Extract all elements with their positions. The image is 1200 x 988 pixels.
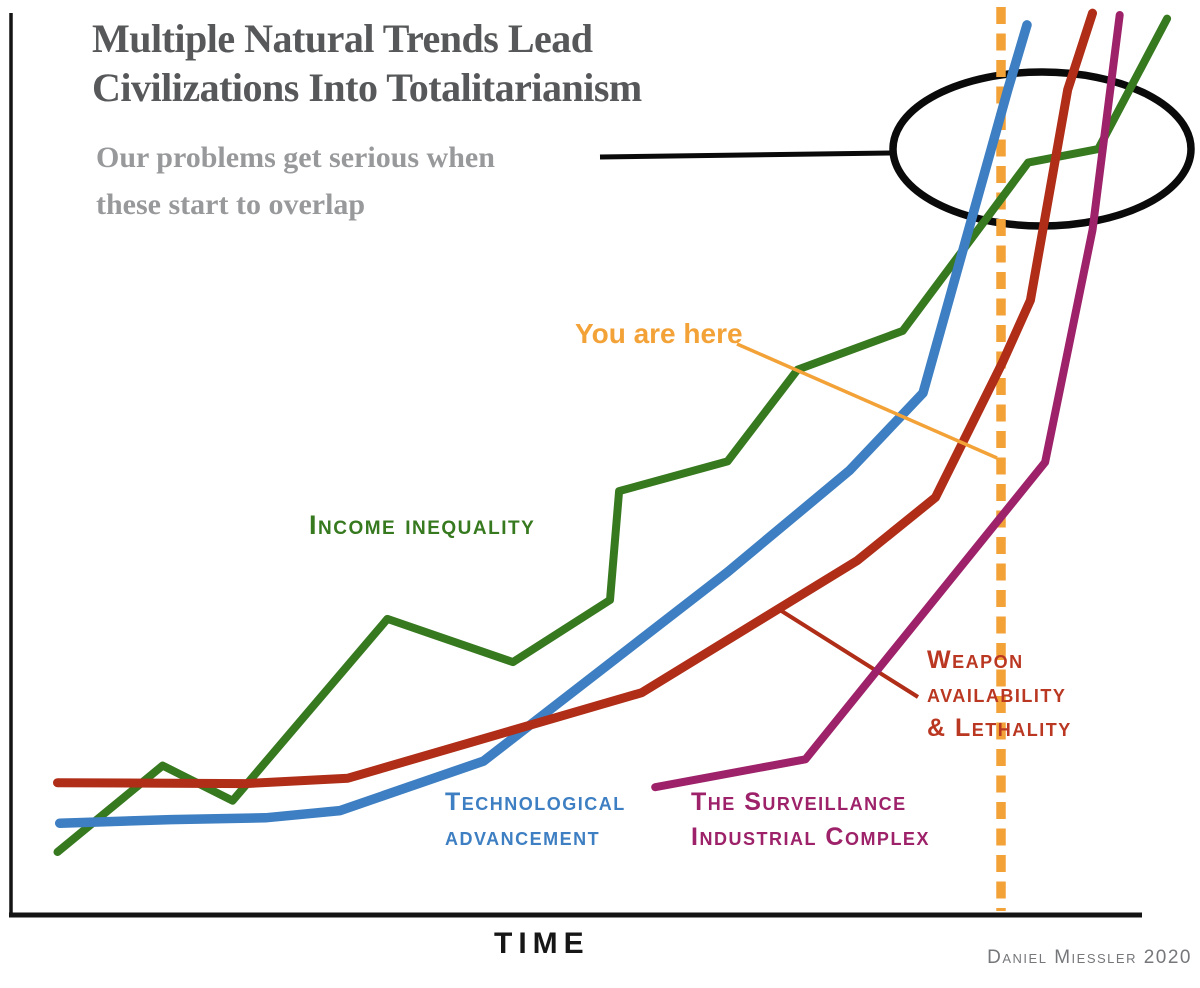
series-label-technological-advancement: Technological advancement	[445, 788, 626, 851]
series-line-technological-advancement	[54, 20, 1032, 828]
you-are-here-callout-line	[736, 342, 998, 460]
weapon-callout-line	[778, 608, 920, 699]
series-label-income-inequality: Income inequality	[309, 510, 536, 540]
page-subtitle: Our problems get serious when these star…	[96, 141, 495, 221]
credit-label: Daniel Miessler 2020	[987, 947, 1192, 968]
overlap-ellipse	[889, 68, 1195, 230]
series-label-weapon-availability-lethality: Weapon availability & Lethality	[927, 646, 1072, 742]
series-line-surveillance-industrial-complex	[651, 11, 1124, 792]
you-are-here-label: You are here	[575, 318, 743, 349]
page-title: Multiple Natural Trends Lead Civilizatio…	[92, 16, 642, 110]
series-line-weapon-availability-lethality	[53, 8, 1097, 789]
x-axis-label: TIME	[494, 927, 590, 960]
series-line-income-inequality	[53, 14, 1172, 856]
series-label-surveillance-industrial-complex: The Surveillance Industrial Complex	[691, 788, 930, 851]
subtitle-callout-line	[599, 150, 894, 160]
